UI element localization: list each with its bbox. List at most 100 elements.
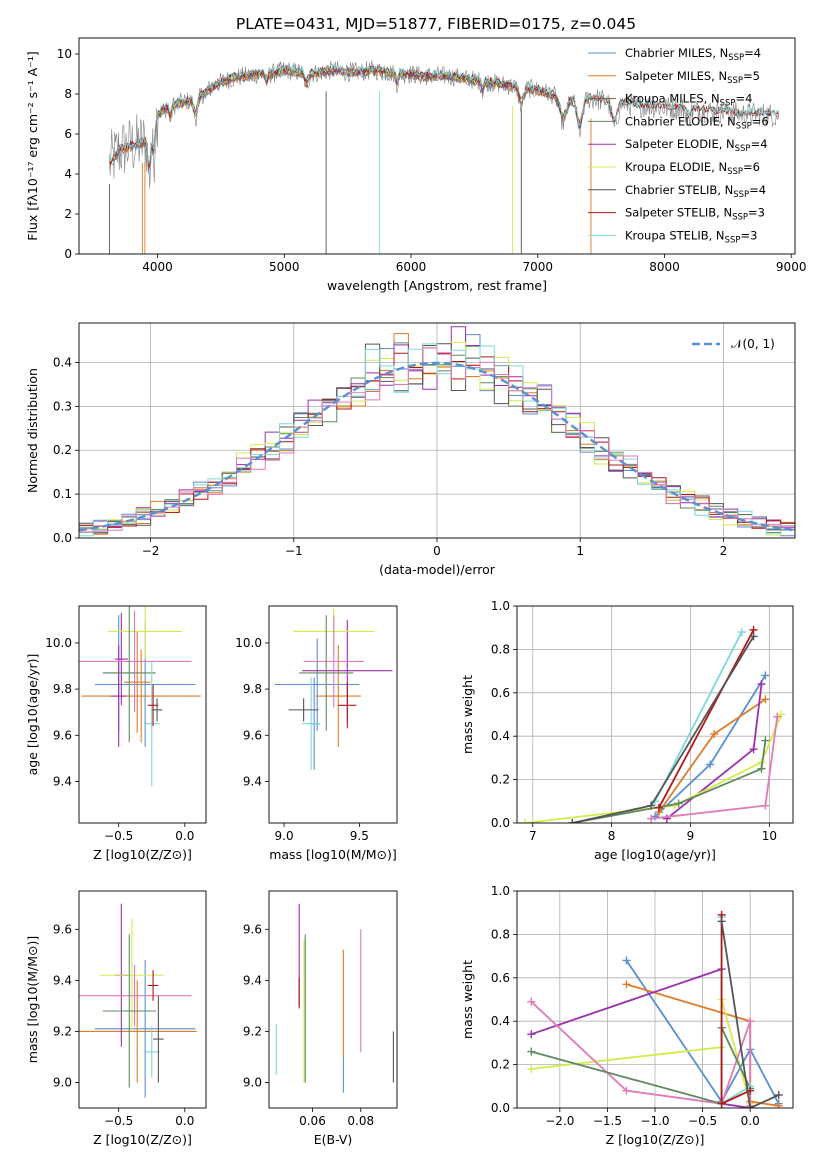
y-tick-label: 9.8 xyxy=(243,682,262,696)
y-tick-label: 10 xyxy=(57,47,72,61)
series-line-chabrier_stelib xyxy=(572,635,755,823)
y-tick-label: 9.4 xyxy=(243,774,262,788)
y-tick-label: 9.0 xyxy=(53,1075,72,1089)
axes-frame xyxy=(78,322,796,539)
x-axis-label: wavelength [Angstrom, rest frame] xyxy=(327,278,547,293)
y-tick-label: 0.8 xyxy=(491,642,510,656)
x-tick-label: 9 xyxy=(687,829,695,843)
y-tick-label: 8 xyxy=(64,87,72,101)
y-tick-label: 10.0 xyxy=(45,636,72,650)
series-line-chabrier_stelib xyxy=(720,921,780,1108)
plot-area xyxy=(79,606,201,787)
plot-area xyxy=(517,891,793,1108)
x-tick-label: 8000 xyxy=(649,260,680,274)
y-tick-label: 0.2 xyxy=(491,773,510,787)
y-axis-label: mass weight xyxy=(460,675,475,754)
y-tick-label: 0.4 xyxy=(491,729,510,743)
legend-label: Chabrier ELODIE, NSSP=6 xyxy=(625,114,769,131)
x-tick-label: 6000 xyxy=(396,260,427,274)
y-tick-label: 9.4 xyxy=(53,973,72,987)
y-tick-label: 0.6 xyxy=(491,971,510,985)
x-tick-label: 4000 xyxy=(142,260,173,274)
x-tick-label: 7 xyxy=(529,829,537,843)
chart-massweight_vs_Z: −2.0 −1.5 −1.0 −0.5 0.0 0.0 0.2 0.4 0.6 0.8 1.0 Z [… xyxy=(460,884,794,1147)
chart-mass_vs_Z: −0.5 0.0 9.0 9.2 9.4 9.6 Z [log10(Z/Z⊙)] mass [… xyxy=(25,890,207,1147)
legend-label: Kroupa STELIB, NSSP=3 xyxy=(625,228,757,245)
chart-age_vs_Z: −0.5 0.0 9.4 9.6 9.8 10.0 Z [log10(Z/Z⊙)] age [… xyxy=(25,605,207,862)
legend-label: Kroupa ELODIE, NSSP=6 xyxy=(625,160,760,177)
y-tick-label: 9.0 xyxy=(243,1075,262,1089)
axes-frame xyxy=(78,605,207,824)
axes-frame xyxy=(268,605,398,824)
y-tick-label: 1.0 xyxy=(491,884,510,898)
axes-frame xyxy=(268,890,398,1109)
x-tick-label: 0 xyxy=(433,544,441,558)
x-tick-label: 0.0 xyxy=(175,1114,194,1128)
x-tick-label: 0.06 xyxy=(299,1114,326,1128)
y-tick-label: 6 xyxy=(64,127,72,141)
histogram-pink xyxy=(79,347,795,533)
normal-curve xyxy=(79,361,793,532)
y-tick-label: 9.2 xyxy=(243,1024,262,1038)
legend-label: Salpeter STELIB, NSSP=3 xyxy=(625,206,765,223)
x-tick-label: 0.0 xyxy=(175,829,194,843)
x-tick-label: 10 xyxy=(762,829,777,843)
series-line-kroupa_elodie xyxy=(524,714,783,823)
y-tick-label: 4 xyxy=(64,167,72,181)
y-tick-label: 0 xyxy=(64,247,72,261)
x-tick-label: −1 xyxy=(285,544,303,558)
chart-age_vs_mass: 9.0 9.5 9.4 9.6 9.8 10.0 mass [log10(M/M⊙)] xyxy=(235,605,398,862)
axes-frame xyxy=(516,890,794,1109)
x-tick-label: 7000 xyxy=(522,260,553,274)
y-axis-label: mass weight xyxy=(460,960,475,1039)
legend-label: Salpeter ELODIE, NSSP=4 xyxy=(625,137,768,154)
y-axis-label: Flux [fλ10⁻¹⁷ erg cm⁻² s⁻¹ A⁻¹] xyxy=(25,51,40,240)
y-tick-label: 2 xyxy=(64,207,72,221)
x-tick-label: 9000 xyxy=(776,260,807,274)
chart-residuals: −2 −1 0 1 2 0.0 0.1 0.2 0.3 0.4 (data-model)/error… xyxy=(25,322,796,577)
series-line-salpeter_stelib xyxy=(658,629,755,809)
spectrum-model-line-kroupa_stelib xyxy=(109,63,779,164)
x-tick-label: −1.5 xyxy=(593,1114,622,1128)
x-axis-label: Z [log10(Z/Z⊙)] xyxy=(93,1132,192,1147)
y-tick-label: 9.8 xyxy=(53,682,72,696)
x-axis-label: age [log10(age/yr)] xyxy=(594,847,716,862)
x-tick-label: −0.5 xyxy=(104,829,133,843)
y-tick-label: 9.2 xyxy=(53,1024,72,1038)
x-axis-label: mass [log10(M/M⊙)] xyxy=(269,847,397,862)
y-tick-label: 0.6 xyxy=(491,686,510,700)
x-tick-label: −0.5 xyxy=(688,1114,717,1128)
legend-label-normal: 𝒩(0, 1) xyxy=(731,337,775,351)
x-axis-label: E(B-V) xyxy=(314,1132,353,1147)
x-tick-label: 0.08 xyxy=(347,1114,374,1128)
plot-area xyxy=(79,323,795,538)
series-line-salpeter_elodie xyxy=(531,967,751,1108)
legend-label: Chabrier STELIB, NSSP=4 xyxy=(625,183,766,200)
y-axis-label: mass [log10(M/M⊙)] xyxy=(25,936,40,1064)
chart-spectrum: 4000 5000 6000 7000 8000 9000 0 2 4 6 8 10 wavelengt… xyxy=(25,37,807,293)
y-tick-label: 0.4 xyxy=(491,1014,510,1028)
y-tick-label: 0.1 xyxy=(53,487,72,501)
plot-area xyxy=(79,903,197,1098)
y-tick-label: 9.6 xyxy=(243,728,262,742)
y-tick-label: 9.6 xyxy=(53,922,72,936)
series-line-salpeter_miles xyxy=(658,698,766,813)
plot-area xyxy=(275,903,394,1093)
figure-title: PLATE=0431, MJD=51877, FIBERID=0175, z=0… xyxy=(236,15,636,33)
y-axis-label: age [log10(age/yr)] xyxy=(25,654,40,776)
legend-label: Salpeter MILES, NSSP=5 xyxy=(625,69,760,86)
x-tick-label: 8 xyxy=(608,829,616,843)
series-line-chabrier_elodie xyxy=(572,740,767,823)
x-axis-label: (data-model)/error xyxy=(379,562,496,577)
y-tick-label: 0.2 xyxy=(53,443,72,457)
y-tick-label: 9.6 xyxy=(243,922,262,936)
series-line-pink xyxy=(530,1001,752,1106)
panels: 4000 5000 6000 7000 8000 90000246810wavelengt… xyxy=(25,37,807,1147)
series-line-kroupa_stelib xyxy=(654,631,743,802)
spectrum-data-line xyxy=(109,60,779,189)
x-tick-label: 9.0 xyxy=(275,829,294,843)
y-tick-label: 9.6 xyxy=(53,728,72,742)
chart-massweight_vs_age: 7 8 9 10 0.0 0.2 0.4 0.6 0.8 1.0 age [log10(age/yr… xyxy=(460,599,794,862)
axes-frame xyxy=(78,890,207,1109)
y-tick-label: 0.0 xyxy=(491,1101,510,1115)
